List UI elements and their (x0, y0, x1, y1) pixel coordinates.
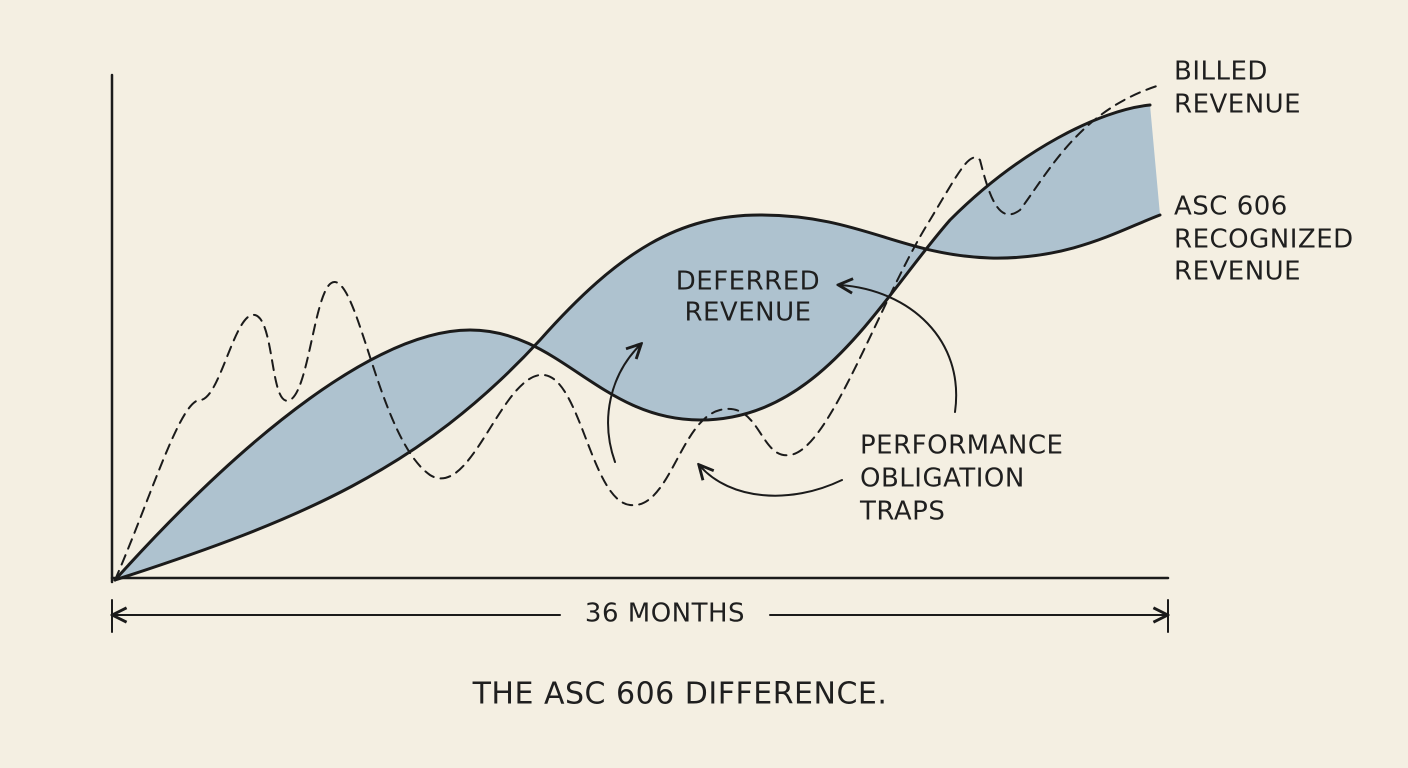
arrow (840, 285, 958, 413)
arrow (700, 466, 843, 497)
billing-dashed-curve (114, 84, 1161, 581)
deferred-label: DEFERRED (676, 267, 820, 297)
traps-label: PERFORMANCE (860, 431, 1063, 461)
recognized-label: ASC 606 (1174, 192, 1288, 222)
billed-curve (113, 103, 1152, 582)
duration-label: 36 MONTHS (585, 599, 745, 629)
billed-label: REVENUE (1174, 90, 1301, 120)
recognized-label: RECOGNIZED (1174, 225, 1354, 255)
traps-label: TRAPS (859, 497, 945, 527)
recognized-curve (113, 213, 1162, 582)
recognized-label: REVENUE (1174, 257, 1301, 287)
traps-label: OBLIGATION (860, 464, 1025, 494)
deferred-label: REVENUE (684, 298, 811, 328)
arrow (607, 345, 640, 463)
billed-label: BILLED (1174, 57, 1268, 87)
title: THE ASC 606 DIFFERENCE. (472, 677, 888, 712)
